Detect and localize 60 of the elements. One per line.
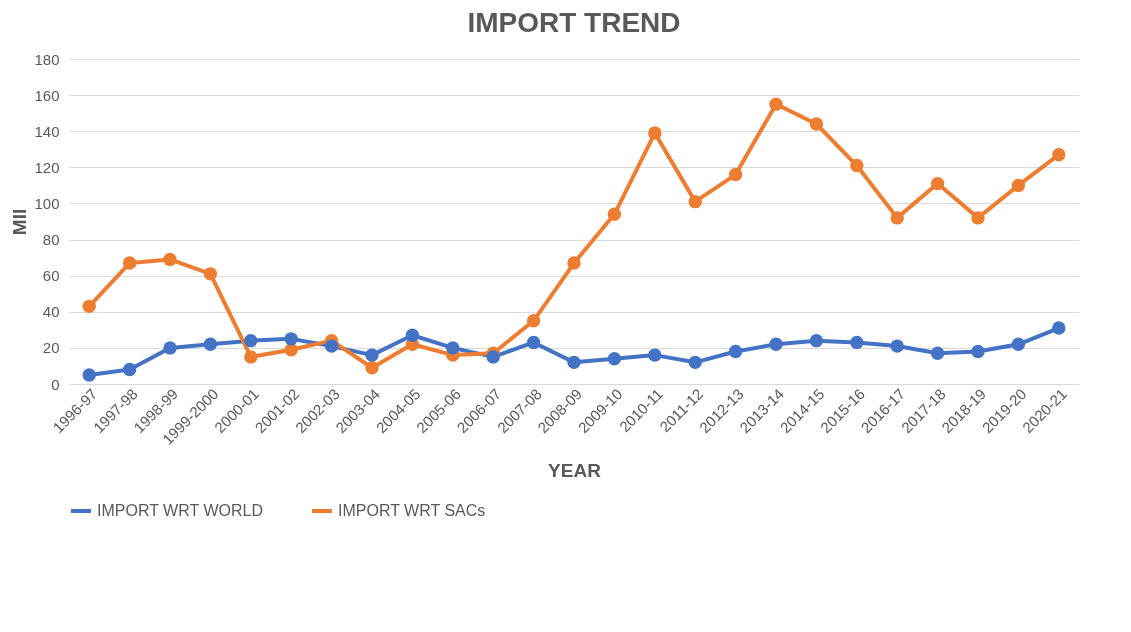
point xyxy=(890,339,904,353)
point xyxy=(163,341,177,355)
point xyxy=(567,355,581,370)
legend-label: IMPORT WRT SACs xyxy=(338,502,486,519)
y-tick-label: 20 xyxy=(42,339,60,357)
x-axis-title: YEAR xyxy=(548,459,602,481)
point xyxy=(728,344,743,359)
point xyxy=(203,267,218,281)
point xyxy=(244,350,258,364)
point xyxy=(405,328,420,342)
y-tick-label: 60 xyxy=(42,267,60,285)
point xyxy=(163,252,177,267)
point xyxy=(769,97,783,111)
point xyxy=(607,352,622,366)
y-tick-label: 100 xyxy=(34,194,60,212)
point xyxy=(365,361,379,375)
point xyxy=(244,333,258,348)
point xyxy=(1011,178,1026,193)
point xyxy=(324,339,339,353)
point xyxy=(890,211,904,225)
point xyxy=(971,344,985,359)
point xyxy=(688,194,702,209)
point xyxy=(567,256,581,270)
y-tick-label: 140 xyxy=(34,122,60,140)
point xyxy=(648,348,662,362)
point xyxy=(1052,148,1066,162)
point xyxy=(82,368,96,382)
point xyxy=(607,207,622,221)
point xyxy=(122,256,137,270)
point xyxy=(809,117,824,131)
point xyxy=(769,337,783,351)
point xyxy=(809,333,824,348)
y-axis-title: MII xyxy=(9,208,31,236)
point xyxy=(82,299,96,314)
point xyxy=(850,158,864,173)
point xyxy=(526,314,541,328)
point xyxy=(1052,321,1066,335)
point xyxy=(1011,337,1026,351)
legend-label: IMPORT WRT WORLD xyxy=(97,502,263,519)
y-tick-label: 80 xyxy=(42,231,60,249)
point xyxy=(365,348,379,362)
y-tick-label: 180 xyxy=(34,50,60,68)
point xyxy=(688,355,702,370)
point xyxy=(486,350,500,364)
point xyxy=(526,335,541,350)
y-tick-label: 40 xyxy=(42,303,60,321)
y-tick-label: 120 xyxy=(34,158,60,176)
point xyxy=(930,346,945,360)
point xyxy=(728,167,743,182)
point xyxy=(648,126,662,140)
point xyxy=(446,341,460,355)
point xyxy=(122,362,137,377)
chart-title: IMPORT TREND xyxy=(467,7,681,38)
y-tick-label: 160 xyxy=(34,86,60,104)
point xyxy=(930,176,945,191)
point xyxy=(850,335,864,350)
y-tick-label: 0 xyxy=(51,375,60,393)
point xyxy=(203,337,218,351)
point xyxy=(971,211,985,225)
point xyxy=(284,332,298,346)
